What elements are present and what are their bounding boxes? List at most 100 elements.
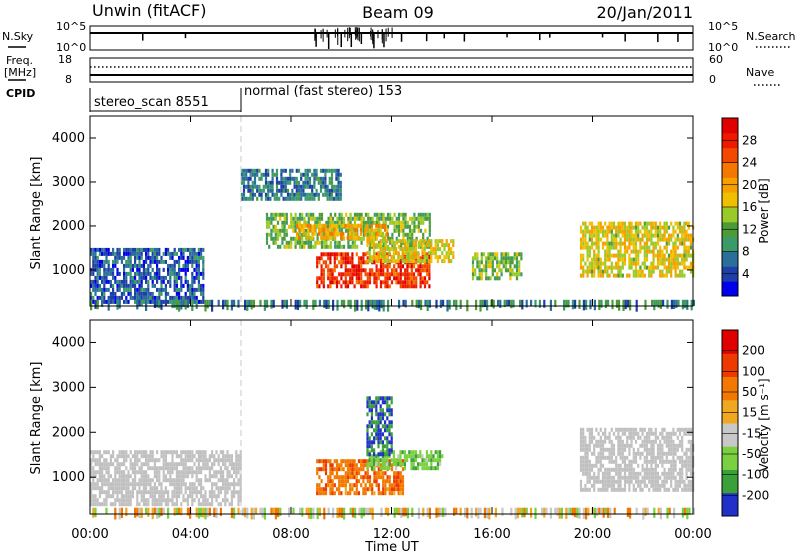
power-cell [588, 237, 591, 242]
velocity-cell [676, 483, 679, 488]
velocity-cell [164, 454, 167, 459]
velocity-cell [360, 459, 363, 464]
power-cell [652, 257, 655, 262]
velocity-cell [222, 458, 225, 463]
power-cell [281, 224, 284, 229]
velocity-cell [182, 474, 185, 479]
velocity-cell [381, 424, 384, 429]
velocity-cell [213, 507, 216, 518]
power-cell [626, 237, 629, 242]
velocity-cell [579, 447, 583, 452]
velocity-cell [379, 458, 382, 463]
power-cell [351, 280, 354, 285]
velocity-cell [235, 454, 238, 459]
velocity-cell [366, 471, 369, 476]
velocity-cell [331, 483, 334, 488]
velocity-cell [189, 490, 192, 495]
velocity-cell [217, 454, 220, 459]
power-cell [285, 240, 288, 245]
power-cell [280, 184, 283, 189]
power-cell [338, 216, 341, 221]
velocity-cell [206, 478, 209, 483]
power-cell [171, 251, 174, 256]
power-colorbar-segment [722, 236, 738, 252]
power-cell [604, 241, 607, 246]
velocity-cell [619, 435, 622, 440]
velocity-cell [670, 435, 673, 440]
power-cell [404, 232, 407, 237]
velocity-cell [175, 507, 178, 516]
velocity-cell [392, 454, 395, 459]
power-cell [315, 223, 318, 228]
velocity-cell [650, 463, 653, 468]
power-cell [511, 272, 514, 277]
power-cell [120, 259, 123, 264]
power-cell [342, 280, 345, 285]
velocity-cell [129, 466, 132, 471]
velocity-cell [318, 467, 321, 472]
power-cell [410, 268, 413, 273]
power-cell [335, 227, 338, 232]
velocity-cell [368, 400, 371, 405]
power-cell [250, 299, 253, 310]
power-cell [329, 244, 332, 249]
power-cell [136, 255, 139, 260]
power-cell [412, 255, 415, 260]
power-cell [274, 236, 277, 241]
power-cell [661, 273, 664, 278]
velocity-cell [134, 450, 137, 455]
velocity-cell [140, 482, 143, 487]
velocity-cell [399, 462, 402, 467]
velocity-cell [593, 507, 596, 519]
velocity-cell [239, 466, 242, 471]
power-cell [162, 287, 165, 292]
power-cell [343, 299, 346, 309]
power-cell [656, 257, 660, 262]
velocity-cell [661, 451, 664, 456]
power-cell [305, 228, 308, 233]
velocity-cell [175, 486, 178, 491]
power-cell [656, 253, 660, 258]
velocity-cell [608, 451, 611, 456]
power-cell [120, 283, 123, 288]
velocity-cell [608, 439, 611, 444]
power-cell [421, 259, 424, 264]
power-cell [149, 259, 152, 264]
power-cell [96, 271, 99, 276]
velocity-cell [228, 502, 231, 507]
velocity-cell [206, 498, 209, 503]
velocity-cell [521, 507, 524, 518]
power-cell [96, 267, 99, 272]
power-cell [158, 291, 161, 296]
velocity-cell [608, 447, 611, 452]
power-cell [496, 276, 499, 281]
velocity-colorbar-tick-label: 200 [742, 344, 765, 358]
velocity-cell [340, 475, 343, 480]
power-cell [295, 184, 298, 189]
velocity-cell [425, 458, 428, 463]
power-cell [291, 176, 294, 181]
power-cell [251, 172, 254, 177]
power-cell [116, 247, 119, 252]
power-cell [643, 225, 646, 230]
power-cell [164, 291, 167, 296]
noise-search-label: N.Search [746, 30, 796, 43]
velocity-cell [202, 450, 205, 455]
power-cell [189, 295, 192, 300]
power-cell [342, 223, 345, 228]
power-cell [683, 233, 686, 238]
power-cell [395, 240, 398, 245]
power-cell [253, 192, 257, 197]
power-cell [663, 225, 666, 230]
velocity-cell [582, 443, 585, 448]
velocity-cell [661, 471, 664, 476]
power-cell [628, 261, 631, 266]
velocity-cell [344, 475, 347, 480]
velocity-cell [384, 458, 387, 463]
velocity-cell [129, 450, 132, 455]
power-cell [414, 239, 417, 244]
power-cell [292, 220, 295, 225]
power-cell [331, 268, 334, 273]
velocity-cell [648, 475, 651, 480]
velocity-cell [342, 467, 345, 472]
